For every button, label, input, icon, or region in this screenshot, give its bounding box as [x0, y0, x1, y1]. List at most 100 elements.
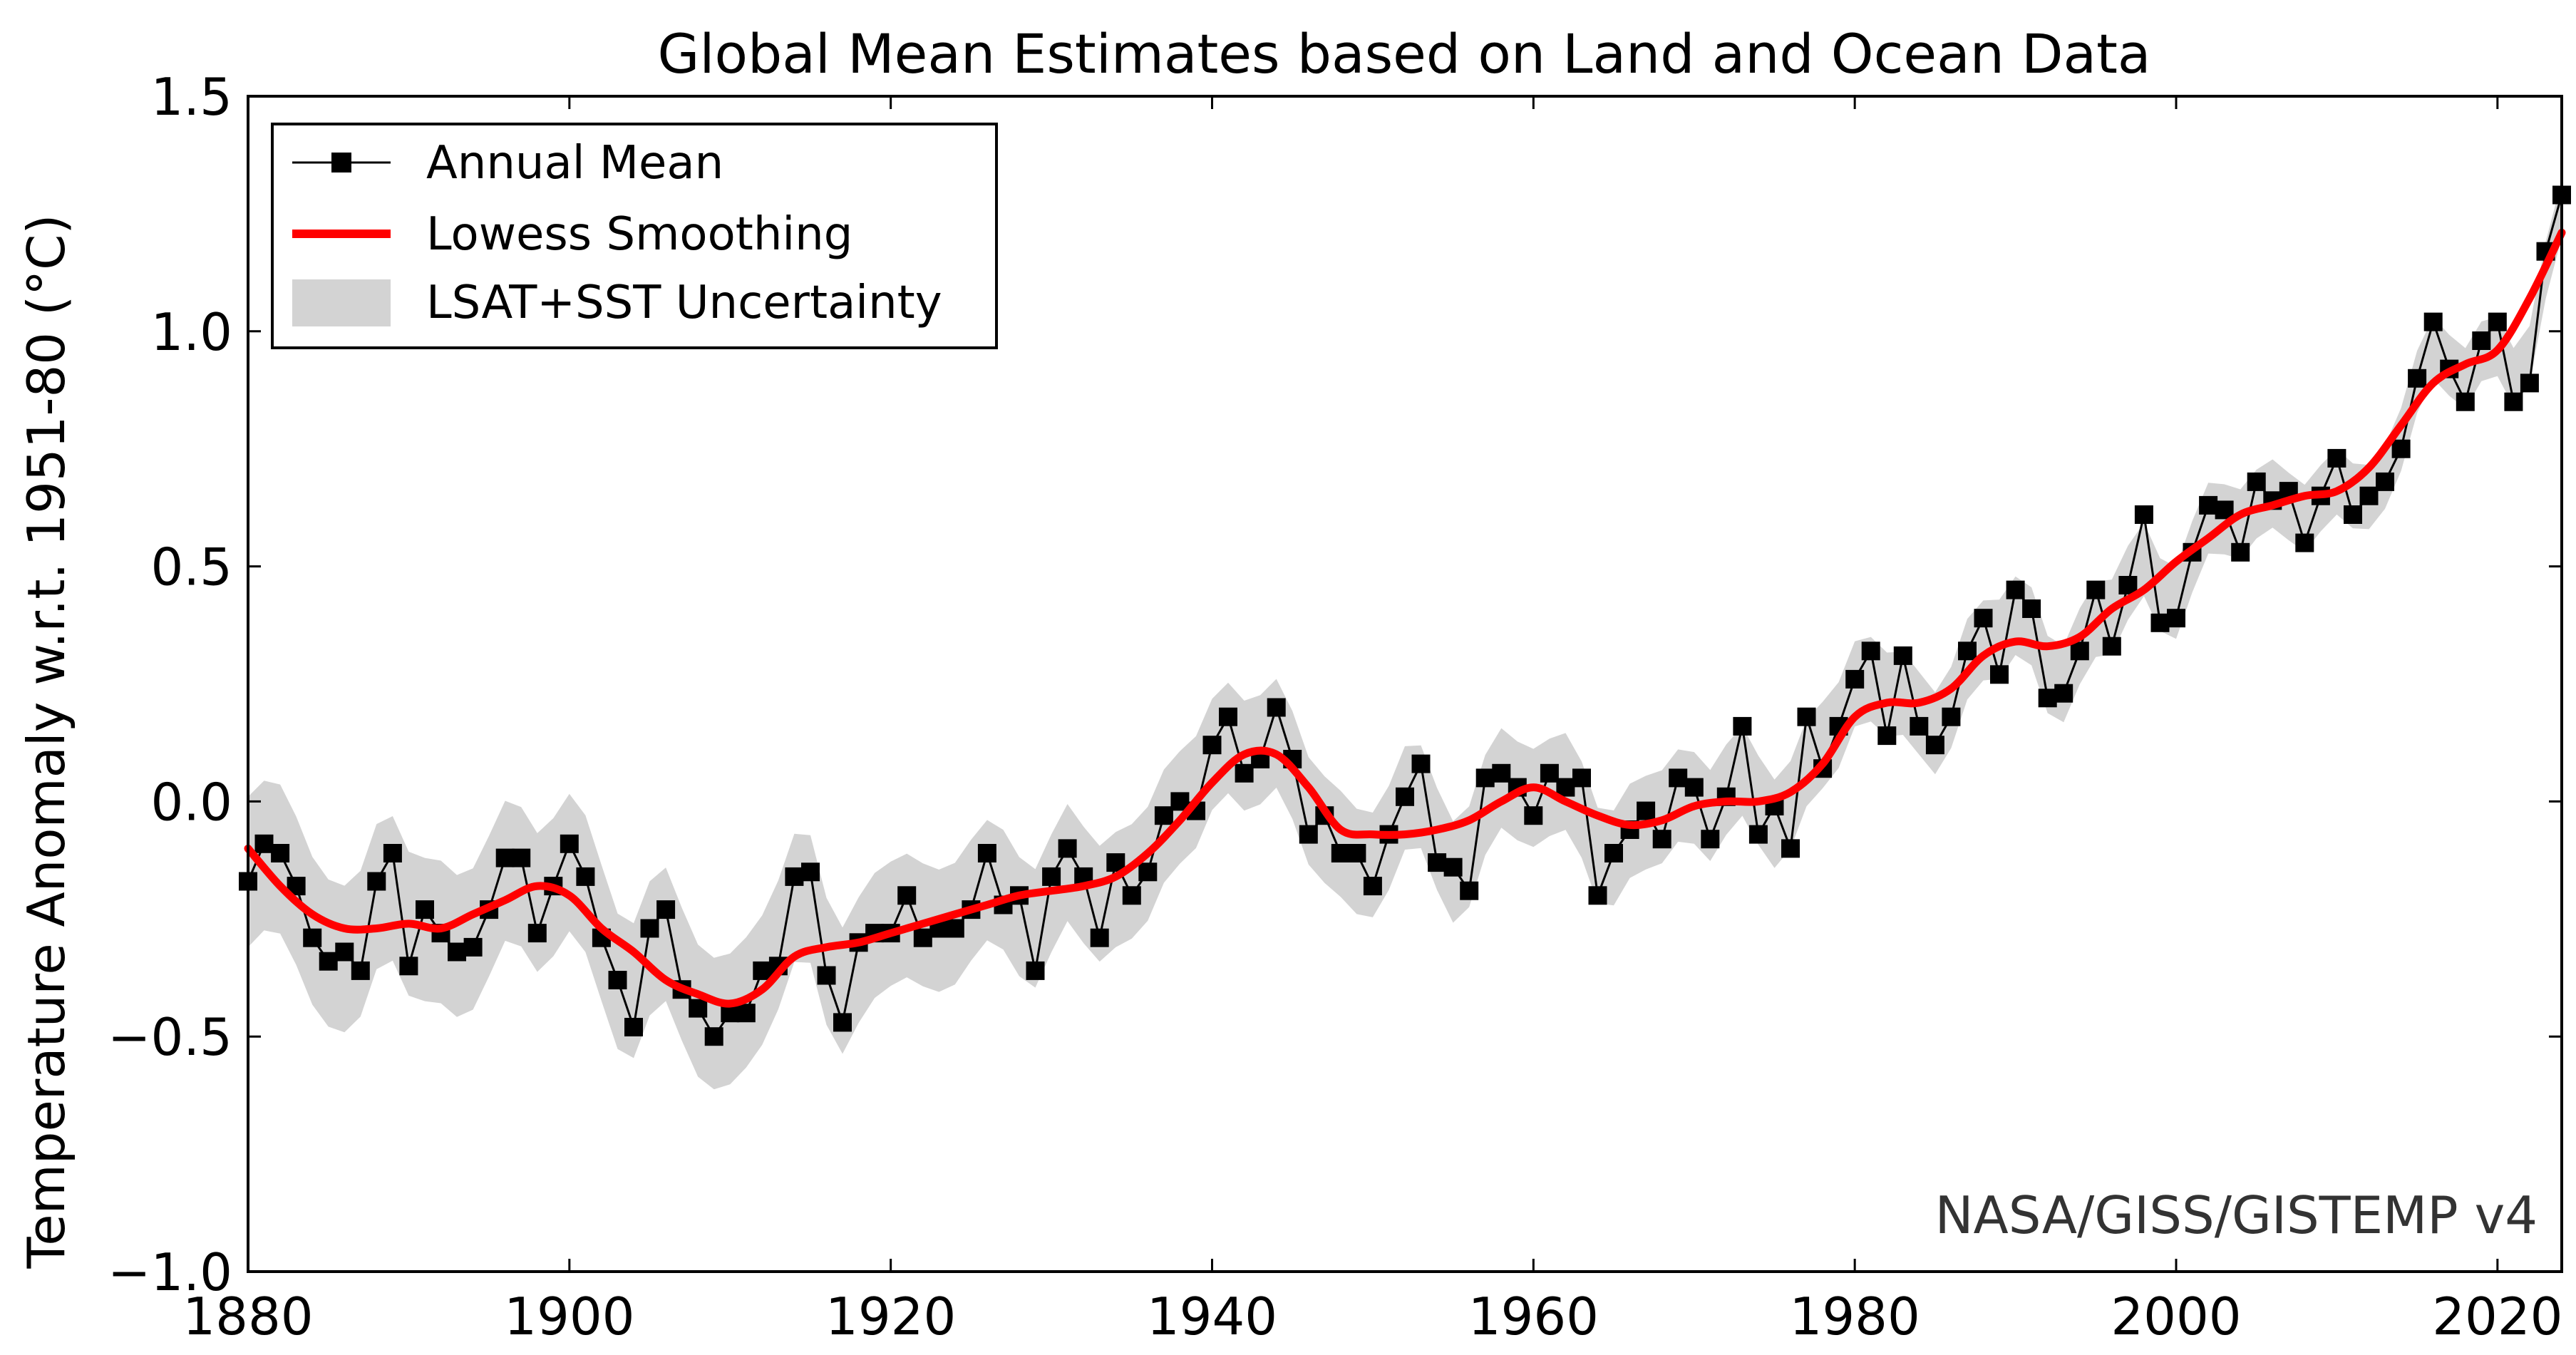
annual-mean-point-2011: [2344, 505, 2362, 524]
y-axis-label: Temperature Anomaly w.r.t. 1951-80 (°C): [16, 215, 76, 1269]
annual-mean-point-1963: [1572, 768, 1591, 788]
annual-mean-point-1950: [1363, 877, 1382, 896]
annual-mean-point-1988: [1974, 609, 1993, 628]
y-tick-label-3: 0.5: [150, 537, 232, 597]
annual-mean-point-1941: [1219, 707, 1237, 726]
annual-mean-point-1896: [495, 848, 515, 867]
annual-mean-point-1955: [1443, 857, 1463, 877]
annual-mean-point-1952: [1396, 787, 1414, 806]
annual-mean-point-1942: [1235, 763, 1254, 783]
annual-mean-point-2002: [2199, 495, 2218, 515]
annual-mean-point-1962: [1556, 778, 1575, 797]
annual-mean-point-1981: [1861, 642, 1880, 661]
chart-title: Global Mean Estimates based on Land and …: [657, 22, 2150, 86]
annual-mean-point-1929: [1026, 961, 1045, 980]
annual-mean-point-1897: [512, 848, 531, 867]
x-tick-label-1880: 1880: [182, 1287, 313, 1346]
annual-mean-point-2003: [2215, 500, 2234, 520]
annual-mean-point-1954: [1428, 853, 1447, 872]
legend-annual-marker: [331, 153, 351, 172]
annual-mean-point-1985: [1925, 736, 1944, 755]
annual-mean-point-1917: [833, 1013, 852, 1032]
annual-mean-point-1931: [1058, 839, 1077, 858]
y-tick-label-1: −0.5: [108, 1007, 232, 1067]
y-tick-label-2: 0.0: [150, 772, 232, 832]
annual-mean-point-1893: [448, 942, 466, 962]
annual-mean-point-1974: [1748, 825, 1768, 844]
annual-mean-point-2012: [2359, 486, 2379, 505]
x-tick-label-1940: 1940: [1147, 1287, 1277, 1346]
annual-mean-point-1908: [689, 999, 708, 1018]
annual-mean-point-1958: [1492, 763, 1511, 783]
annual-mean-point-1915: [801, 862, 820, 882]
annual-mean-point-1965: [1604, 844, 1623, 862]
annual-mean-point-1995: [2086, 580, 2106, 599]
legend: Annual Mean Lowess Smoothing LSAT+SST Un…: [271, 123, 998, 349]
annual-mean-point-1977: [1797, 707, 1816, 726]
annual-mean-point-1900: [560, 834, 579, 853]
annual-mean-point-1990: [2006, 580, 2025, 599]
ticks-layer: 1880 1900 1920 1940 1960 1980 2000 2020 −1.0 −0.5…: [108, 67, 2562, 1346]
annual-mean-point-1970: [1684, 778, 1704, 797]
annual-mean-point-1949: [1347, 844, 1366, 862]
annual-mean-point-1891: [416, 900, 434, 919]
annual-mean-point-2000: [2167, 609, 2185, 628]
annual-mean-point-2019: [2472, 331, 2491, 350]
annual-mean-point-1997: [2118, 576, 2138, 594]
annual-mean-point-1956: [1460, 881, 1479, 900]
y-tick-label-4: 1.0: [150, 302, 232, 362]
annual-mean-point-2016: [2423, 312, 2443, 331]
annual-mean-point-1933: [1090, 928, 1109, 947]
x-tick-label-1960: 1960: [1468, 1287, 1599, 1346]
annual-mean-point-1937: [1154, 806, 1173, 825]
annual-mean-point-1903: [608, 971, 627, 989]
y-tick-label-5: 1.5: [150, 67, 232, 127]
annual-mean-point-1946: [1299, 825, 1318, 844]
x-tick-label-1980: 1980: [1790, 1287, 1920, 1346]
annual-mean-point-1935: [1122, 886, 1141, 905]
annual-mean-point-1888: [367, 872, 386, 891]
annual-mean-point-1961: [1540, 763, 1559, 783]
annual-mean-point-1998: [2134, 505, 2153, 524]
annual-mean-point-2021: [2504, 392, 2523, 411]
lowess-smoothing-line: [244, 228, 2566, 1008]
x-tick-label-1900: 1900: [504, 1287, 634, 1346]
annual-mean-point-1904: [624, 1018, 643, 1036]
annual-mean-point-1996: [2102, 637, 2121, 656]
annual-mean-point-1916: [817, 966, 836, 985]
annual-mean-point-2013: [2376, 472, 2394, 491]
annual-mean-point-1980: [1845, 669, 1865, 689]
annual-mean-point-1936: [1138, 862, 1158, 882]
annual-mean-point-1930: [1042, 867, 1061, 886]
annual-mean-point-2018: [2456, 392, 2475, 411]
annual-mean-point-2010: [2327, 448, 2346, 468]
annual-mean-point-1976: [1781, 839, 1800, 858]
annual-mean-point-1912: [753, 961, 772, 980]
annual-mean-point-1922: [913, 928, 932, 947]
annual-mean-point-1964: [1588, 886, 1607, 905]
lowess-smoothing-layer: [244, 228, 2566, 1008]
annual-mean-point-1886: [335, 942, 354, 962]
source-annotation: NASA/GISS/GISTEMP v4: [1935, 1185, 2538, 1245]
annual-mean-point-1971: [1701, 830, 1720, 849]
annual-mean-point-1983: [1893, 646, 1912, 665]
annual-mean-point-1894: [463, 937, 483, 957]
annual-mean-point-1989: [1990, 665, 2009, 684]
annual-mean-point-1906: [656, 900, 676, 919]
annual-mean-point-1993: [2054, 684, 2073, 703]
annual-mean-point-1987: [1958, 642, 1977, 661]
annual-mean-point-1921: [897, 886, 917, 905]
annual-mean-point-1909: [704, 1027, 723, 1046]
annual-mean-point-1982: [1877, 726, 1897, 746]
x-tick-label-2000: 2000: [2111, 1287, 2241, 1346]
annual-mean-point-1969: [1669, 768, 1688, 788]
x-tick-label-2020: 2020: [2432, 1287, 2562, 1346]
annual-mean-point-1986: [1942, 707, 1961, 726]
annual-mean-point-2008: [2295, 533, 2314, 552]
annual-mean-point-2015: [2408, 369, 2427, 388]
y-tick-label-0: −1.0: [108, 1242, 232, 1302]
annual-mean-point-1984: [1910, 716, 1929, 736]
annual-mean-point-1884: [303, 928, 322, 947]
annual-mean-point-1898: [527, 924, 547, 943]
annual-mean-point-1944: [1267, 698, 1286, 717]
